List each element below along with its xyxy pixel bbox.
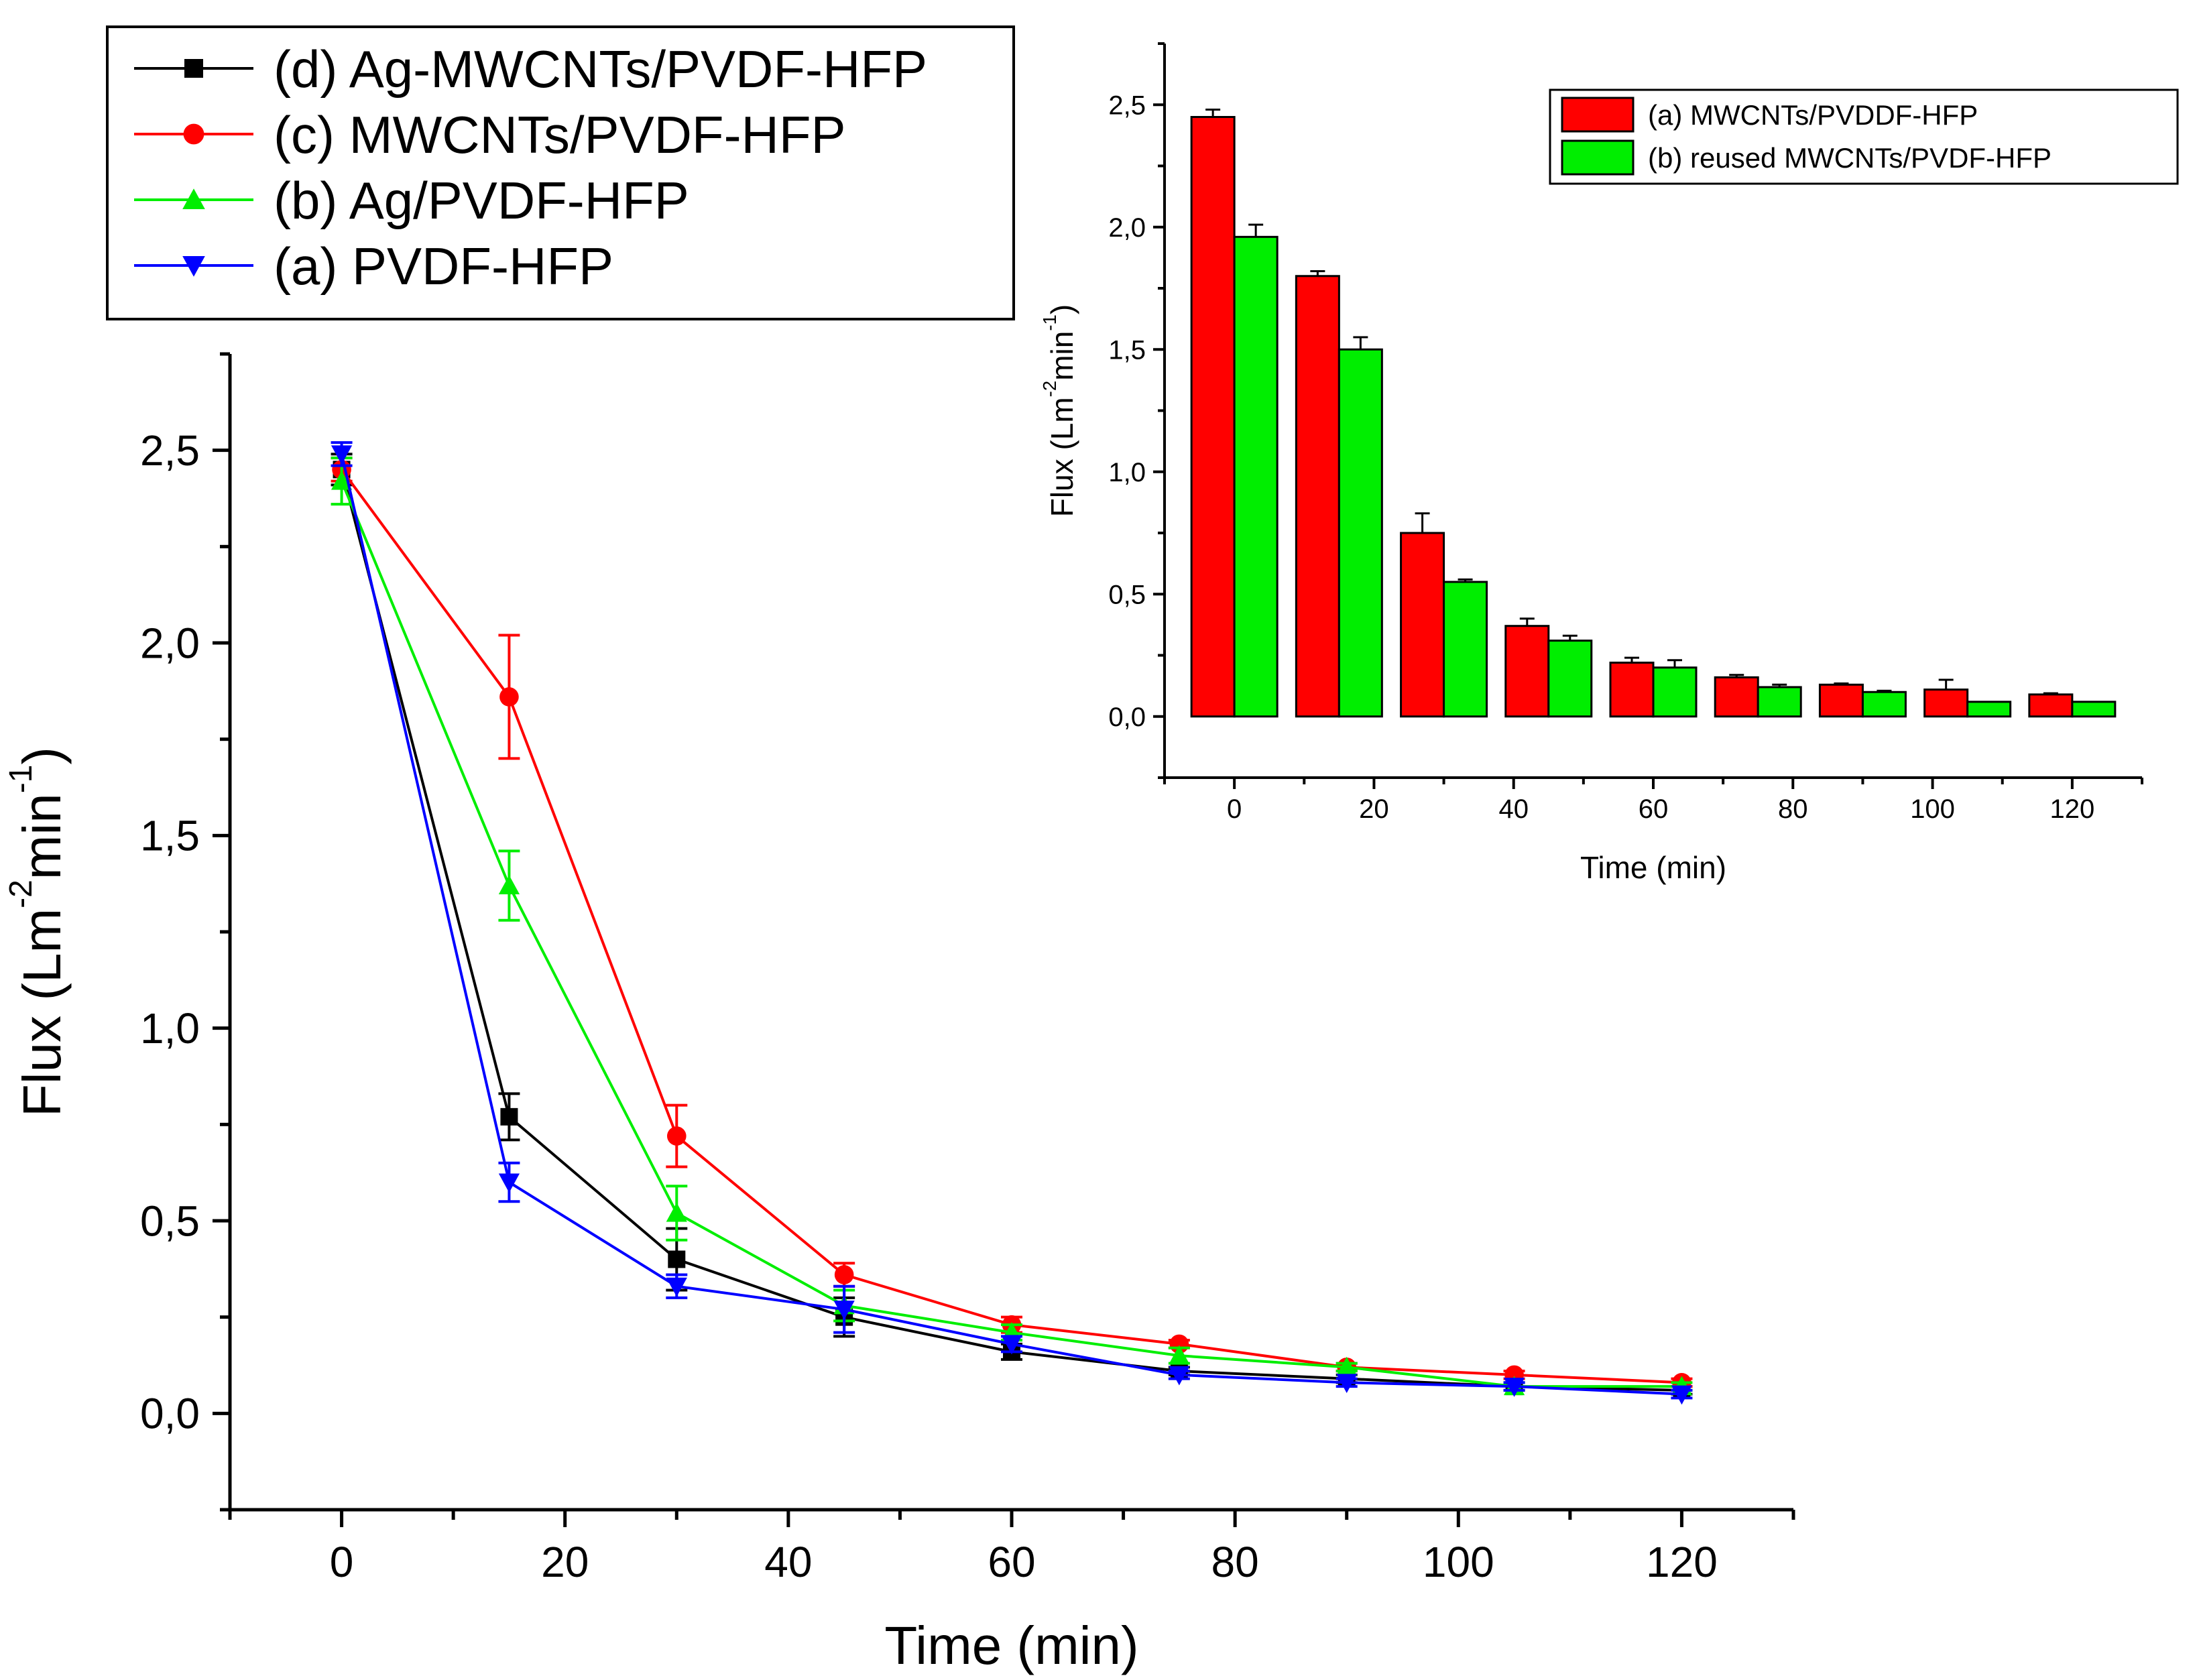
y-tick-label: 2,0 [1108,213,1146,243]
y-axis-title: Flux (Lm-2min-1) [3,747,72,1117]
data-point [666,1277,687,1297]
y-axis-title: Flux (Lm-2min-1) [1039,304,1079,517]
main-legend: (d) Ag-MWCNTs/PVDF-HFP (c) MWCNTs/PVDF-HF… [106,25,1015,320]
legend-frame [106,25,1015,320]
x-tick-label: 20 [1359,794,1389,824]
x-tick-label: 120 [1646,1538,1718,1586]
legend-marker [182,256,205,277]
x-axis-title: Time (min) [1580,850,1726,885]
data-point [331,471,353,490]
x-tick-label: 20 [541,1538,589,1586]
bar [1338,348,1383,718]
bar [1966,701,2012,718]
x-axis-title: Time (min) [884,1616,1138,1675]
legend-marker [184,59,203,78]
bar [1443,581,1488,718]
bar [1190,116,1236,718]
y-tick-label: 0,5 [1108,580,1146,609]
bar [1757,686,1802,718]
bar [1504,625,1550,718]
data-point [1336,1356,1358,1376]
x-tick-label: 100 [1910,794,1955,824]
bar [1861,691,1907,718]
data-point [1336,1374,1358,1393]
data-point [1001,1335,1022,1355]
main-line-chart: 0 20 40 60 80 100 120 0,0 0,5 1,0 1,5 2,0 2,5 Time (m… [3,352,1795,1675]
inset-bar-chart: 0 20 40 60 80 100 120 0,0 0,5 1,0 1,5 2,0 2,5 Time (m… [1039,42,2143,885]
series-0 [331,453,1693,1399]
bar [1400,532,1445,718]
bar-series-0 [1190,109,2074,718]
x-tick-label: 120 [2050,794,2094,824]
legend-label: (c) MWCNTs/PVDF-HFP [274,105,846,164]
legend-label: (d) Ag-MWCNTs/PVDF-HFP [274,40,927,99]
data-point [666,1126,687,1146]
legend-swatch [1561,97,1635,133]
y-tick-label: 0,5 [140,1197,200,1245]
legend-label: (a) PVDF-HFP [274,237,613,296]
series-3 [331,441,1693,1405]
bar [1233,235,1279,718]
y-tick-label: 1,5 [1108,335,1146,365]
y-tick-label: 1,5 [140,812,200,860]
data-point [668,1250,686,1268]
data-point [500,1107,518,1126]
y-tick-label: 0,0 [1108,703,1146,732]
data-point [666,1202,687,1222]
bar [2071,701,2117,718]
y-tick-label: 2,5 [140,426,200,475]
x-tick-label: 80 [1211,1538,1259,1586]
data-point [1169,1345,1190,1365]
data-point [498,1173,520,1193]
x-tick-label: 100 [1423,1538,1494,1586]
y-tick-label: 2,5 [1108,91,1146,120]
data-point [498,875,520,895]
inset-legend: (a) MWCNTs/PVDDF-HFP (b) reused MWCNTs/PV… [1549,88,2179,185]
x-tick-label: 0 [330,1538,354,1586]
bar [2028,693,2074,718]
data-point [833,1301,855,1320]
legend-swatch [1561,139,1635,176]
data-point [331,445,353,465]
x-tick-label: 60 [988,1538,1035,1586]
series-1 [331,457,1693,1392]
legend-label: (b) reused MWCNTs/PVDF-HFP [1648,142,2052,174]
bar [1609,661,1655,718]
bar-series-1 [1233,223,2117,718]
data-point [1169,1366,1190,1386]
bar [1295,275,1340,718]
x-tick-label: 40 [1498,794,1529,824]
legend-marker [182,188,205,209]
y-tick-label: 2,0 [140,619,200,667]
x-tick-label: 40 [764,1538,812,1586]
legend-marker [183,123,204,145]
legend-frame [1549,88,2179,185]
legend-label: (b) Ag/PVDF-HFP [274,171,689,230]
series-2 [331,457,1693,1396]
x-tick-label: 80 [1778,794,1808,824]
bar [1714,676,1759,718]
bar [1818,683,1864,718]
data-point [1671,1385,1693,1405]
bar [1547,640,1593,718]
y-tick-label: 1,0 [1108,458,1146,487]
y-tick-label: 0,0 [140,1390,200,1438]
legend-label: (a) MWCNTs/PVDDF-HFP [1648,99,1978,131]
data-point [834,1265,854,1284]
y-tick-label: 1,0 [140,1004,200,1053]
x-tick-label: 0 [1227,794,1242,824]
data-point [1503,1378,1525,1397]
bar [1652,666,1698,718]
bar [1923,688,1969,718]
data-point [499,687,519,707]
x-tick-label: 60 [1639,794,1669,824]
